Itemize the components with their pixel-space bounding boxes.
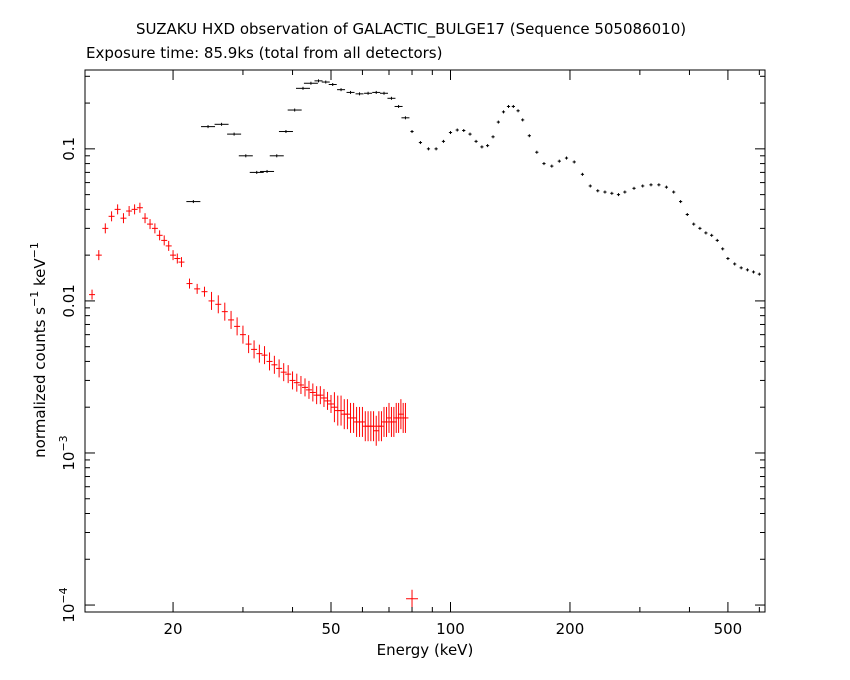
x-tick-label: 200 [556, 620, 585, 638]
y-tick-label: 10−4 [57, 587, 78, 622]
y-tick-label: 0.01 [60, 284, 78, 317]
x-tick-label: 500 [714, 620, 743, 638]
y-tick-label: 10−3 [57, 435, 78, 470]
chart-subtitle: Exposure time: 85.9ks (total from all de… [86, 44, 443, 62]
x-axis-label: Energy (keV) [377, 641, 474, 659]
series-black [186, 79, 761, 276]
series-red [89, 202, 419, 608]
x-tick-label: 20 [164, 620, 183, 638]
x-tick-label: 50 [321, 620, 340, 638]
x-tick-label: 100 [436, 620, 465, 638]
chart-title: SUZAKU HXD observation of GALACTIC_BULGE… [136, 20, 687, 38]
y-axis-label: normalized counts s−1 keV−1 [28, 242, 49, 458]
plot-area [84, 69, 766, 613]
y-tick-label: 0.1 [60, 137, 78, 161]
